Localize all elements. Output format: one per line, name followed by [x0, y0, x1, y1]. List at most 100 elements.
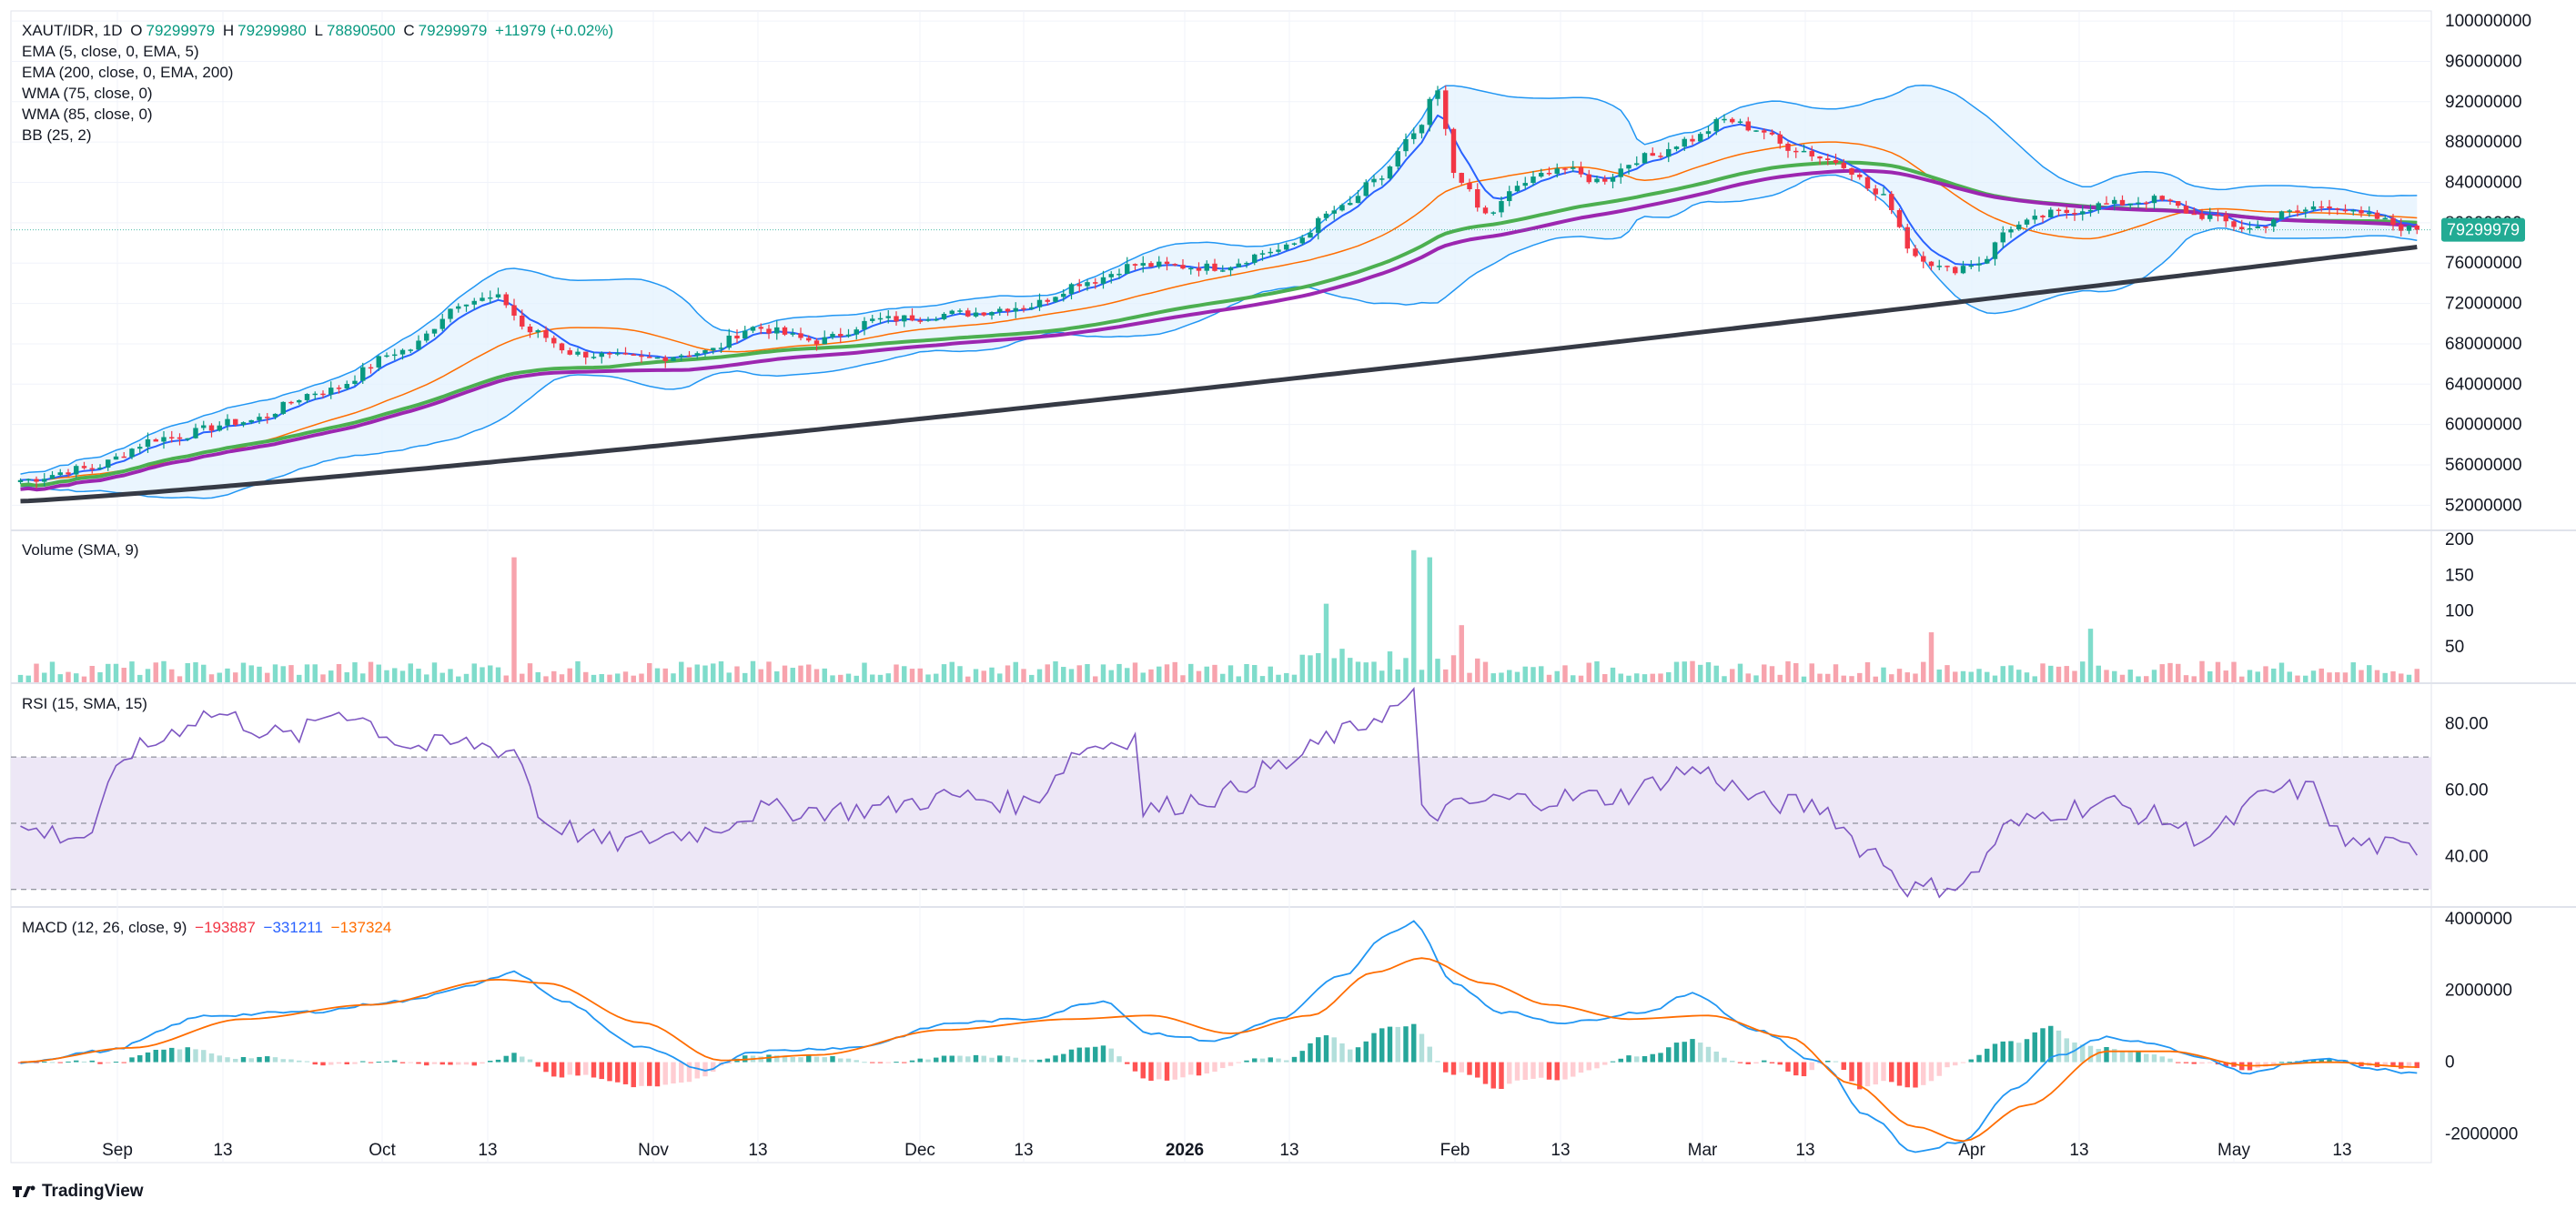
candle-body[interactable] [798, 333, 803, 338]
macd-histogram-bar[interactable] [265, 1056, 270, 1063]
macd-histogram-bar[interactable] [1125, 1062, 1130, 1064]
volume-bar[interactable] [304, 664, 310, 682]
volume-bar[interactable] [2008, 665, 2014, 682]
volume-bar[interactable] [1029, 674, 1035, 682]
candle-body[interactable] [1013, 307, 1018, 312]
macd-histogram-bar[interactable] [1036, 1059, 1043, 1063]
volume-bar[interactable] [1164, 664, 1170, 682]
candle-body[interactable] [2215, 215, 2221, 217]
volume-bar[interactable] [2327, 672, 2332, 682]
macd-histogram-bar[interactable] [1363, 1041, 1369, 1063]
volume-bar[interactable] [376, 664, 381, 682]
macd-histogram-bar[interactable] [312, 1062, 318, 1065]
candle-body[interactable] [1809, 150, 1814, 156]
macd-histogram-bar[interactable] [711, 1062, 716, 1073]
volume-bar[interactable] [1180, 675, 1186, 682]
volume-bar[interactable] [1259, 676, 1266, 682]
candle-body[interactable] [495, 294, 501, 297]
volume-bar[interactable] [153, 662, 158, 682]
candle-body[interactable] [2335, 208, 2340, 210]
macd-histogram-bar[interactable] [248, 1058, 254, 1063]
macd-histogram-bar[interactable] [1610, 1061, 1616, 1063]
macd-histogram-bar[interactable] [297, 1060, 302, 1063]
volume-bar[interactable] [463, 673, 470, 682]
macd-histogram-bar[interactable] [965, 1056, 971, 1063]
volume-bar[interactable] [2056, 666, 2062, 682]
macd-histogram-bar[interactable] [456, 1062, 461, 1065]
macd-histogram-bar[interactable] [1053, 1055, 1058, 1063]
macd-histogram-bar[interactable] [439, 1062, 445, 1065]
volume-bar[interactable] [1594, 660, 1600, 682]
volume-bar[interactable] [2247, 670, 2253, 682]
candle-body[interactable] [2287, 210, 2292, 212]
candle-body[interactable] [1395, 151, 1400, 166]
macd-histogram-bar[interactable] [1546, 1062, 1552, 1080]
candle-body[interactable] [1068, 284, 1075, 294]
volume-bar[interactable] [1722, 676, 1727, 682]
macd-histogram-bar[interactable] [2191, 1062, 2197, 1064]
volume-bar[interactable] [607, 674, 612, 682]
macd-histogram-bar[interactable] [894, 1062, 899, 1063]
candle-body[interactable] [49, 475, 56, 479]
macd-histogram-bar[interactable] [503, 1055, 509, 1063]
volume-bar[interactable] [2199, 660, 2205, 682]
volume-bar[interactable] [1188, 663, 1194, 682]
candle-body[interactable] [153, 438, 158, 442]
candle-body[interactable] [862, 320, 867, 330]
candle-body[interactable] [822, 337, 827, 345]
volume-bar[interactable] [1204, 666, 1209, 682]
volume-bar[interactable] [1817, 673, 1823, 682]
macd-histogram-bar[interactable] [208, 1053, 215, 1063]
candle-body[interactable] [2295, 210, 2300, 212]
candle-body[interactable] [2016, 224, 2022, 230]
volume-bar[interactable] [830, 675, 835, 682]
macd-histogram-bar[interactable] [1809, 1062, 1814, 1071]
volume-bar[interactable] [1363, 662, 1369, 682]
macd-histogram-bar[interactable] [1777, 1062, 1783, 1065]
macd-histogram-bar[interactable] [2327, 1058, 2332, 1063]
volume-bar[interactable] [1992, 675, 1998, 682]
candle-body[interactable] [233, 418, 238, 425]
macd-histogram-bar[interactable] [240, 1057, 247, 1063]
macd-histogram-bar[interactable] [1586, 1062, 1591, 1071]
candle-body[interactable] [312, 393, 318, 396]
candle-body[interactable] [304, 394, 310, 400]
macd-histogram-bar[interactable] [217, 1055, 222, 1063]
volume-bar[interactable] [583, 671, 589, 682]
volume-bar[interactable] [2159, 664, 2165, 682]
macd-histogram-bar[interactable] [798, 1057, 803, 1063]
volume-bar[interactable] [1227, 665, 1234, 682]
volume-bar[interactable] [1490, 673, 1496, 682]
volume-bar[interactable] [2096, 665, 2101, 682]
volume-bar[interactable] [1395, 669, 1400, 682]
volume-bar[interactable] [1100, 664, 1106, 682]
candle-body[interactable] [137, 447, 143, 449]
candle-body[interactable] [973, 312, 979, 317]
macd-line[interactable] [20, 920, 2418, 1154]
macd-histogram-bar[interactable] [1594, 1062, 1600, 1069]
macd-histogram-bar[interactable] [169, 1047, 175, 1063]
macd-histogram-bar[interactable] [2144, 1053, 2149, 1063]
macd-histogram-bar[interactable] [1276, 1058, 1281, 1063]
volume-bar[interactable] [575, 660, 581, 682]
volume-bar[interactable] [1076, 665, 1082, 682]
volume-bar[interactable] [113, 663, 119, 682]
candle-body[interactable] [686, 355, 692, 358]
indicator-bb[interactable]: BB (25, 2) [22, 126, 92, 144]
volume-bar[interactable] [2176, 663, 2181, 682]
volume-bar[interactable] [1355, 661, 1361, 682]
candle-body[interactable] [1801, 150, 1807, 153]
macd-histogram-bar[interactable] [806, 1055, 812, 1063]
volume-bar[interactable] [1284, 672, 1289, 682]
candle-body[interactable] [830, 334, 835, 338]
candle-body[interactable] [2310, 206, 2317, 210]
macd-histogram-bar[interactable] [145, 1052, 151, 1063]
candle-body[interactable] [169, 437, 175, 438]
macd-histogram-bar[interactable] [1188, 1062, 1194, 1075]
candle-body[interactable] [1673, 146, 1680, 149]
macd-histogram-bar[interactable] [1459, 1062, 1464, 1073]
candle-body[interactable] [81, 466, 87, 468]
macd-histogram-bar[interactable] [949, 1055, 955, 1063]
volume-bar[interactable] [750, 660, 756, 682]
